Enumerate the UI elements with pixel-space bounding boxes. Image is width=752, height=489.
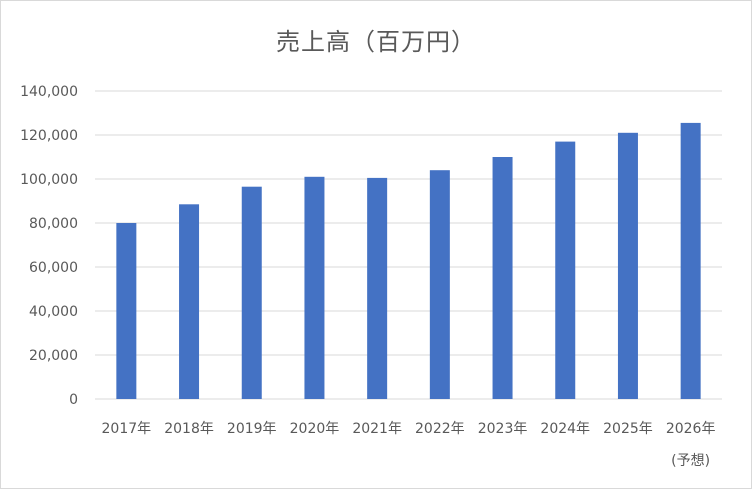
x-tick-label: 2024年 [540, 421, 590, 437]
bar [492, 157, 513, 399]
x-tick-note: (予想) [671, 453, 710, 469]
bar [680, 122, 701, 400]
y-tick-label: 100,000 [20, 172, 78, 188]
y-tick-label: 0 [69, 392, 78, 408]
y-tick-label: 120,000 [20, 128, 78, 144]
chart-title: 売上高（百万円） [276, 28, 476, 56]
x-tick-label: 2019年 [227, 421, 277, 437]
x-tick-label: 2022年 [415, 421, 465, 437]
bar [617, 132, 638, 400]
x-tick-label: 2025年 [603, 421, 653, 437]
bar [241, 186, 262, 399]
bars [116, 122, 701, 400]
y-tick-label: 140,000 [20, 84, 78, 100]
bar [116, 223, 137, 399]
x-tick-label: 2020年 [290, 421, 340, 437]
y-tick-label: 60,000 [29, 260, 78, 276]
x-tick-label: 2018年 [164, 421, 214, 437]
x-tick-label: 2023年 [478, 421, 528, 437]
y-tick-label: 80,000 [29, 216, 78, 232]
y-tick-label: 20,000 [29, 348, 78, 364]
x-axis-ticks: 2017年 2018年 2019年 2020年 2021年 2022年 2023年 2024年… [102, 421, 716, 469]
x-tick-label: 2026年 [666, 421, 716, 437]
gridlines [95, 90, 722, 400]
y-tick-label: 40,000 [29, 304, 78, 320]
x-tick-label: 2017年 [102, 421, 152, 437]
bar [179, 204, 200, 399]
bar [304, 176, 325, 399]
y-axis-ticks: 0 20,000 40,000 60,000 80,000 100,000 120,000 1… [20, 84, 78, 408]
bar [367, 177, 388, 399]
bar [555, 141, 576, 399]
x-tick-label: 2021年 [352, 421, 402, 437]
bar [429, 170, 450, 399]
